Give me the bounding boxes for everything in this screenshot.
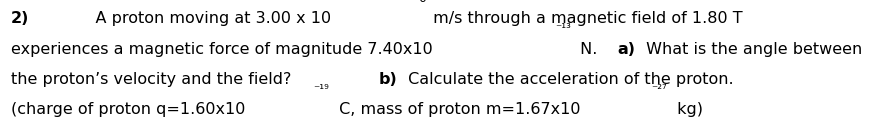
Text: ⁻²⁷: ⁻²⁷ [652,83,668,96]
Text: 6: 6 [417,0,426,5]
Text: Calculate the acceleration of the proton.: Calculate the acceleration of the proton… [403,72,734,87]
Text: (charge of proton q=1.60x10: (charge of proton q=1.60x10 [11,102,245,117]
Text: experiences a magnetic force of magnitude 7.40x10: experiences a magnetic force of magnitud… [11,42,433,57]
Text: What is the angle between: What is the angle between [641,42,862,57]
Text: C, mass of proton m=1.67x10: C, mass of proton m=1.67x10 [333,102,580,117]
Text: 2): 2) [11,11,30,26]
Text: m/s through a magnetic field of 1.80 T: m/s through a magnetic field of 1.80 T [427,11,742,26]
Text: the proton’s velocity and the field?: the proton’s velocity and the field? [11,72,296,87]
Text: kg): kg) [672,102,703,117]
Text: ⁻¹³: ⁻¹³ [555,22,570,35]
Text: b): b) [379,72,398,87]
Text: A proton moving at 3.00 x 10: A proton moving at 3.00 x 10 [35,11,332,26]
Text: a): a) [618,42,636,57]
Text: N.: N. [576,42,608,57]
Text: ⁻¹⁹: ⁻¹⁹ [313,83,329,96]
